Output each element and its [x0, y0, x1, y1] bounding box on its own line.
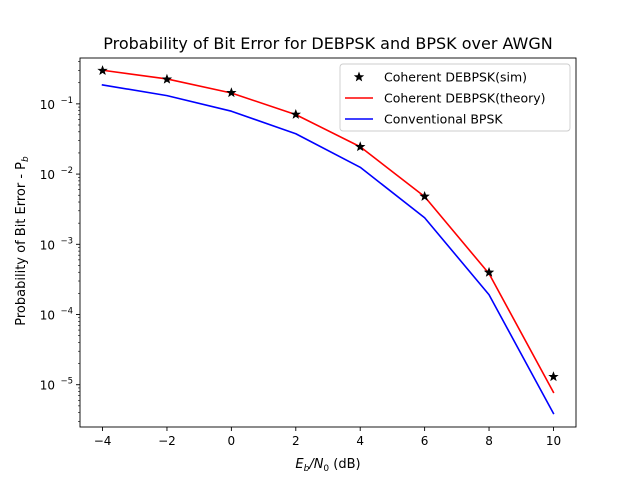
series-0-point-1 — [161, 73, 173, 84]
series-0-point-2 — [226, 87, 237, 98]
plot-frame — [79, 57, 577, 428]
y-tick-label-exp-3: −2 — [60, 166, 73, 176]
series-0-point-3 — [290, 108, 301, 119]
x-tick-label-2: 0 — [228, 434, 236, 448]
series-line-1 — [101, 69, 555, 394]
legend: Coherent DEBPSK(sim) Coherent DEBPSK(theo… — [339, 63, 571, 132]
x-tick-label-3: 2 — [292, 434, 300, 448]
legend-box — [339, 63, 571, 132]
series-0-point-6 — [483, 266, 495, 277]
series-0-point-0 — [97, 65, 108, 75]
legend-marker-0 — [353, 71, 365, 82]
y-tick-label-exp-0: −5 — [60, 377, 73, 387]
plot-area — [97, 65, 559, 415]
x-axis-label-sub1: b — [304, 464, 310, 474]
series-0-point-5 — [419, 190, 430, 201]
y-axis-label-sub: b — [21, 156, 31, 162]
x-tick-label-4: 4 — [356, 434, 364, 448]
x-axis-label: Eb/N0 (dB) — [295, 457, 360, 474]
x-tick-label-5: 6 — [421, 434, 429, 448]
series-line-2 — [101, 84, 555, 415]
chart-title: Probability of Bit Error for DEBPSK and … — [103, 34, 552, 53]
y-tick-label-exp-4: −1 — [60, 96, 73, 106]
y-axis-label-main: Probability of Bit Error - P — [14, 162, 29, 326]
x-tick-label-6: 8 — [485, 434, 493, 448]
axes: −4 −2 0 2 4 6 8 10 10 −5 10 −4 10 −3 10 −2 10 −1 — [40, 57, 577, 448]
y-tick-label-2: 10 — [40, 238, 55, 252]
y-tick-label-4: 10 — [40, 98, 55, 112]
y-axis-label: Probability of Bit Error - Pb — [14, 156, 31, 326]
x-axis-label-sub2: 0 — [323, 464, 329, 474]
series-0-point-7 — [548, 371, 559, 382]
y-tick-label-exp-1: −4 — [60, 307, 73, 317]
y-tick-label-3: 10 — [40, 168, 55, 182]
legend-label-0: Coherent DEBPSK(sim) — [384, 70, 527, 85]
legend-label-2: Conventional BPSK — [384, 112, 503, 127]
x-axis-label-tail: (dB) — [329, 457, 360, 472]
y-tick-label-exp-2: −3 — [60, 236, 73, 246]
legend-label-1: Coherent DEBPSK(theory) — [384, 91, 546, 106]
x-axis-label-mid: /N — [308, 457, 323, 472]
y-tick-label-1: 10 — [40, 309, 55, 323]
x-tick-label-1: −2 — [158, 434, 176, 448]
x-axis-label-main: E — [295, 457, 304, 472]
x-tick-label-0: −4 — [94, 434, 112, 448]
series-0-point-4 — [355, 141, 366, 152]
y-tick-label-0: 10 — [40, 379, 55, 393]
x-tick-label-7: 10 — [546, 434, 561, 448]
